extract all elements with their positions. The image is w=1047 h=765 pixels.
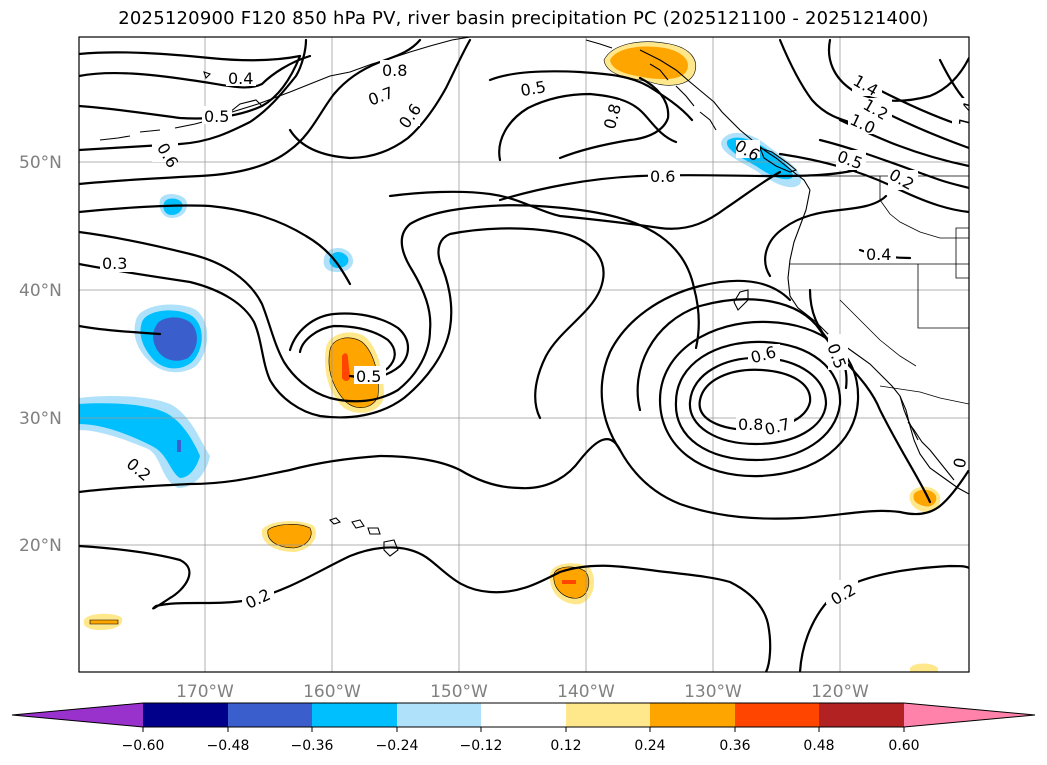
lat-label: 30°N: [19, 409, 62, 429]
lon-label: 170°W: [176, 682, 234, 702]
contour-label: 1.4: [955, 100, 980, 130]
colorbar-segment: [735, 703, 819, 727]
precip-positive-region: [89, 619, 119, 625]
colorbar-segment: [143, 703, 228, 727]
colorbar-tick-label: −0.48: [207, 738, 250, 754]
colorbar-extend-right: [904, 703, 1035, 727]
colorbar-tick-label: 0.60: [888, 738, 919, 754]
lat-label: 20°N: [19, 536, 62, 556]
precip-positive-region: [267, 524, 312, 549]
precip-positive-region: [910, 663, 938, 672]
colorbar-tick-label: −0.12: [460, 738, 503, 754]
lon-label: 120°W: [811, 682, 869, 702]
colorbar-tick-label: 0.36: [719, 738, 750, 754]
colorbar-segment: [650, 703, 735, 727]
colorbar-tick-label: 0.12: [550, 738, 581, 754]
precip-positive-region: [610, 46, 688, 80]
latitude-axis: 50°N 40°N 30°N 20°N: [19, 153, 62, 556]
colorbar-tick-label: −0.60: [122, 738, 165, 754]
colorbar-tick-label: −0.36: [291, 738, 334, 754]
precip-positive-region: [342, 353, 350, 381]
contour-label: 0.5: [204, 107, 229, 126]
colorbar-segment: [228, 703, 312, 727]
colorbar-extend-left: [12, 703, 143, 727]
colorbar-tick-label: 0.48: [803, 738, 834, 754]
colorbar-ticks: [142, 727, 905, 732]
lon-label: 140°W: [557, 682, 615, 702]
precip-negative-region: [329, 252, 349, 268]
lon-label: 150°W: [430, 682, 488, 702]
contour-label: 0.4: [228, 69, 253, 88]
lon-label: 130°W: [684, 682, 742, 702]
longitude-axis: 170°W 160°W 150°W 140°W 130°W 120°W: [176, 682, 869, 702]
colorbar-segment: [566, 703, 650, 727]
precip-positive-region: [562, 580, 576, 584]
map-frame: [78, 36, 970, 673]
contour-label: 0.6: [650, 167, 675, 186]
colorbar-segment: [481, 703, 566, 727]
coastlines: [99, 37, 969, 557]
lon-label: 160°W: [303, 682, 361, 702]
lat-label: 40°N: [19, 281, 62, 301]
colorbar-tick-label: −0.24: [376, 738, 419, 754]
colorbar: −0.60 −0.48 −0.36 −0.24 −0.12 0.12 0.24 …: [11, 702, 1036, 754]
contour-label: 0.5: [519, 77, 547, 100]
contour-label: 0.4: [866, 245, 891, 264]
colorbar-tick-label: 0.24: [634, 738, 665, 754]
colorbar-segment: [397, 703, 481, 727]
precip-negative-region: [153, 317, 197, 361]
lat-label: 50°N: [19, 153, 62, 173]
contour-label: 0.5: [356, 367, 381, 386]
precip-negative-region: [79, 403, 200, 478]
contour-label: 0.3: [102, 254, 127, 273]
precip-negative-region: [177, 440, 181, 452]
map-area: 0.4 0.5 0.6 0.8 0.7 0.6 0.5 0.8 0.6 1.4 …: [79, 37, 980, 672]
colorbar-segment: [819, 703, 904, 727]
contour-label: 0.8: [738, 415, 763, 434]
colorbar-segment: [312, 703, 397, 727]
map-title: 2025120900 F120 850 hPa PV, river basin …: [118, 8, 929, 29]
contour-label: 0.8: [382, 61, 407, 80]
precip-positive-region: [328, 337, 379, 408]
contour-label: 0: [950, 456, 970, 469]
